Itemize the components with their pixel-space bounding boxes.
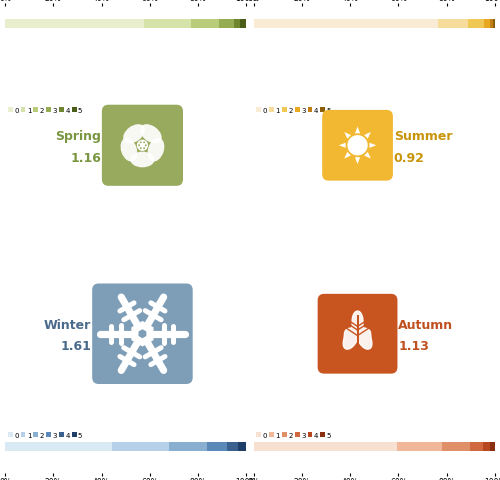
Bar (206, 442, 227, 452)
Bar (144, 20, 191, 29)
Polygon shape (343, 312, 372, 349)
Bar (227, 442, 238, 452)
Ellipse shape (123, 125, 145, 144)
Bar (397, 442, 442, 452)
Bar (169, 442, 206, 452)
Bar (470, 442, 483, 452)
Ellipse shape (140, 125, 162, 144)
Text: Autumn: Autumn (398, 318, 454, 331)
Circle shape (143, 142, 145, 144)
Bar (492, 20, 495, 29)
Legend: 0, 1, 2, 3, 4, 5: 0, 1, 2, 3, 4, 5 (5, 105, 85, 116)
Ellipse shape (148, 139, 164, 162)
FancyBboxPatch shape (92, 284, 192, 384)
FancyBboxPatch shape (102, 106, 183, 186)
Bar (240, 20, 246, 29)
Bar (218, 20, 234, 29)
Text: 1.16: 1.16 (70, 152, 101, 165)
Legend: 0, 1, 2, 3, 4, 5: 0, 1, 2, 3, 4, 5 (254, 429, 334, 441)
Bar (238, 442, 246, 452)
Polygon shape (355, 158, 360, 165)
Bar (234, 20, 240, 29)
Circle shape (348, 136, 368, 156)
Bar (490, 442, 495, 452)
Text: Summer: Summer (394, 130, 452, 143)
Bar (5, 442, 112, 452)
Text: 1.61: 1.61 (60, 340, 91, 353)
Bar (442, 442, 469, 452)
Bar (254, 20, 438, 29)
Bar (5, 20, 144, 29)
Circle shape (138, 145, 140, 147)
Circle shape (140, 148, 141, 150)
Bar (191, 20, 218, 29)
Bar (490, 20, 492, 29)
Bar (254, 442, 397, 452)
Polygon shape (135, 325, 150, 343)
Bar (438, 20, 468, 29)
Bar (483, 442, 490, 452)
Polygon shape (344, 153, 351, 159)
Bar (484, 20, 490, 29)
Legend: 0, 1, 2, 3, 4, 5: 0, 1, 2, 3, 4, 5 (254, 105, 334, 116)
Circle shape (143, 148, 145, 150)
Ellipse shape (120, 139, 138, 162)
Polygon shape (370, 144, 376, 148)
Ellipse shape (130, 152, 154, 168)
Circle shape (137, 140, 148, 152)
Legend: 0, 1, 2, 3, 4, 5: 0, 1, 2, 3, 4, 5 (5, 429, 85, 441)
Bar (112, 442, 169, 452)
Polygon shape (364, 153, 371, 159)
Text: Winter: Winter (44, 318, 91, 331)
FancyBboxPatch shape (318, 294, 398, 374)
Polygon shape (355, 127, 360, 134)
Polygon shape (339, 144, 345, 148)
Text: 1.13: 1.13 (398, 340, 430, 353)
Circle shape (145, 145, 147, 147)
Circle shape (140, 142, 141, 144)
Bar (468, 20, 484, 29)
Text: Spring: Spring (55, 130, 101, 143)
Polygon shape (344, 132, 351, 139)
FancyBboxPatch shape (322, 111, 393, 181)
Polygon shape (364, 132, 371, 139)
Text: 0.92: 0.92 (394, 152, 424, 165)
